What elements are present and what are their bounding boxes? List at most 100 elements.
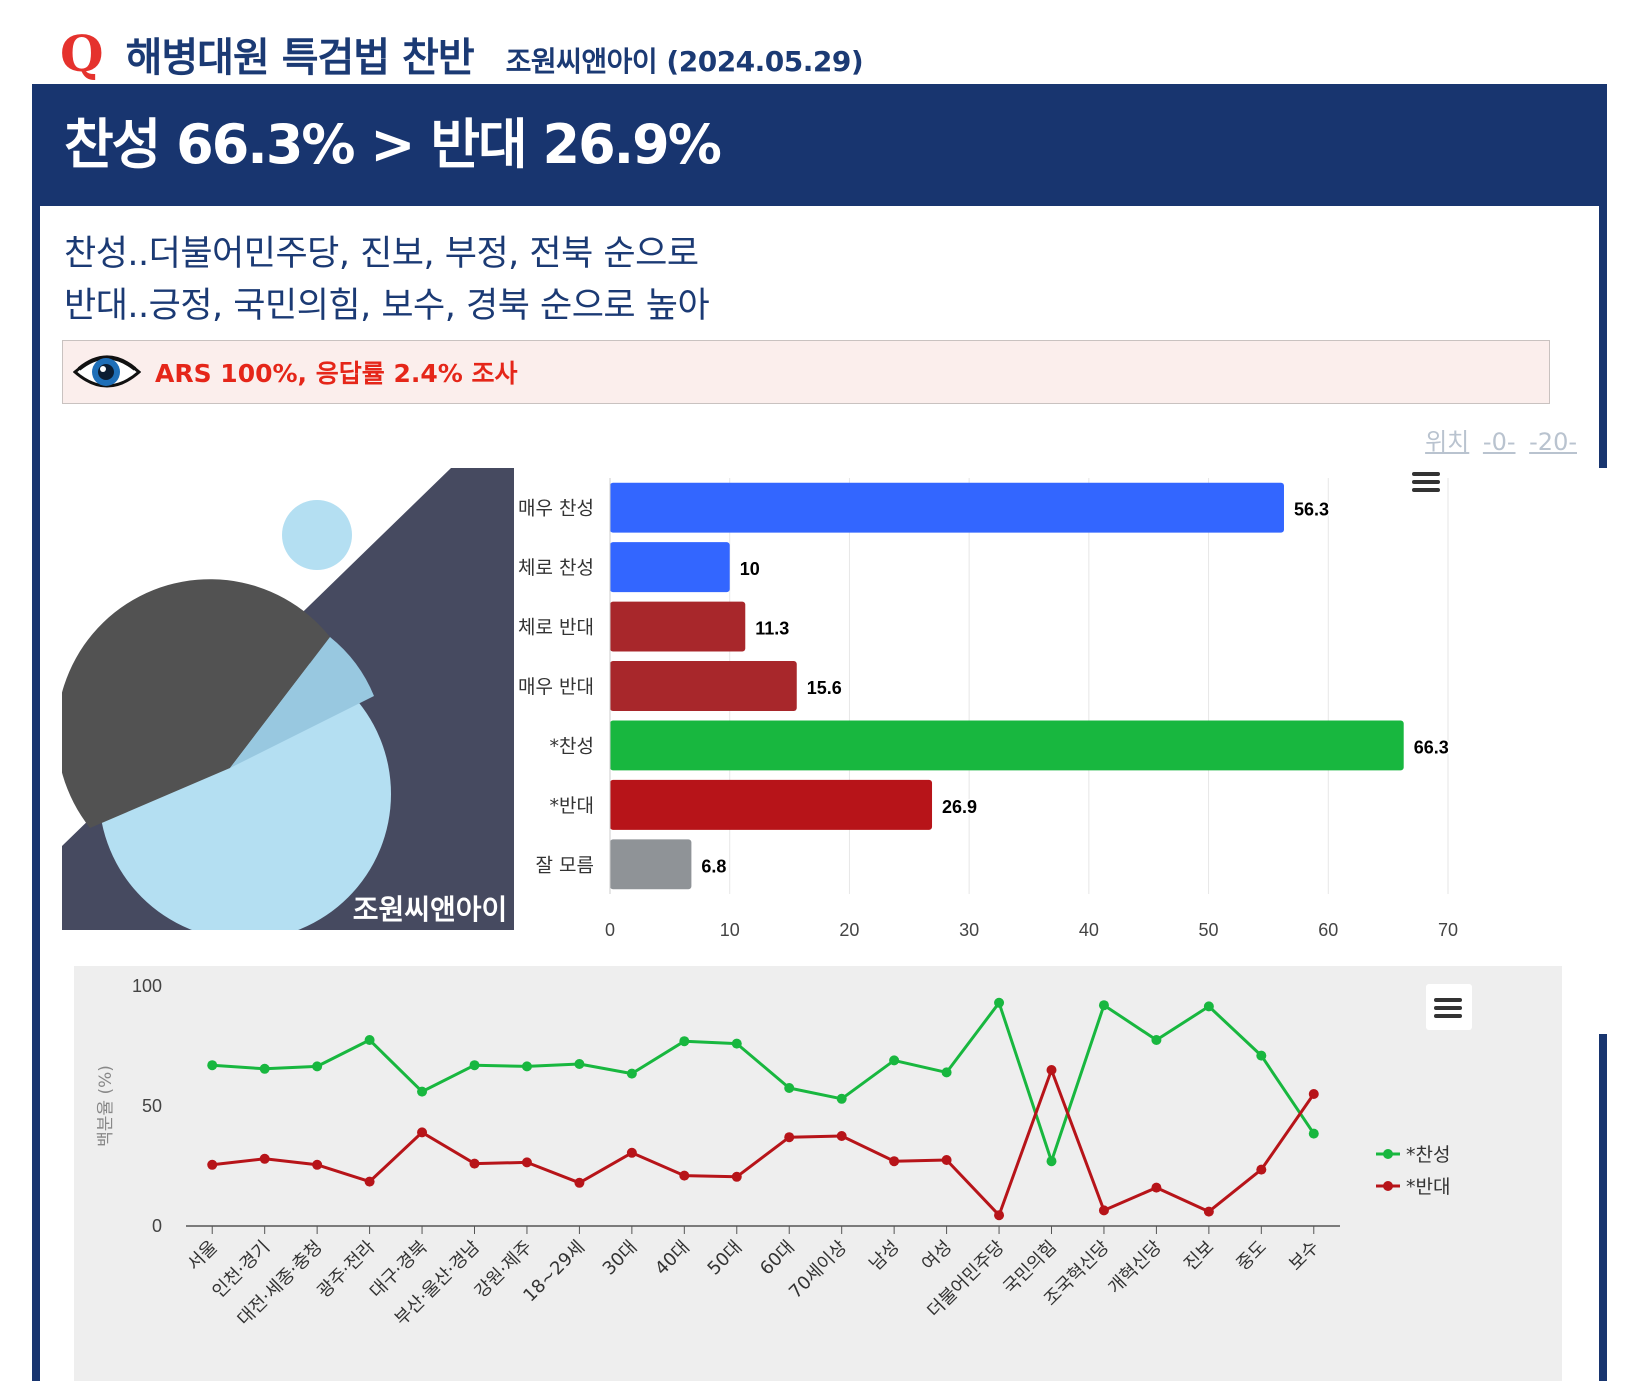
content-frame: 찬성 66.3% > 반대 26.9% 찬성..더불어민주당, 진보, 부정, …: [32, 84, 1608, 1381]
data-point[interactable]: [836, 1093, 847, 1104]
data-point[interactable]: [731, 1038, 742, 1049]
eye-icon: [73, 355, 141, 388]
data-point[interactable]: [259, 1063, 270, 1074]
x-tick-label: 30: [959, 920, 979, 940]
data-point[interactable]: [574, 1059, 585, 1069]
data-point[interactable]: [784, 1132, 795, 1143]
bar-5[interactable]: [610, 779, 933, 830]
data-point[interactable]: [836, 1131, 847, 1141]
data-point[interactable]: [207, 1060, 218, 1071]
position-link-20[interactable]: -20-: [1529, 428, 1577, 456]
category-label: 대체로 찬성: [518, 557, 594, 579]
data-point[interactable]: [417, 1127, 428, 1138]
category-label: *반대: [550, 795, 594, 817]
data-point[interactable]: [889, 1156, 900, 1167]
category-label: 매우 반대: [518, 676, 594, 698]
menu-icon-line[interactable]: [1412, 472, 1440, 476]
data-label: 15.6: [807, 678, 842, 698]
menu-icon-line[interactable]: [1434, 1014, 1462, 1018]
data-point[interactable]: [259, 1153, 270, 1164]
x-tick-label: 50: [1199, 920, 1219, 940]
data-point[interactable]: [784, 1083, 795, 1093]
summary-line: 찬성..더불어민주당, 진보, 부정, 전북 순으로: [64, 234, 699, 274]
data-point[interactable]: [731, 1171, 742, 1182]
menu-icon-line[interactable]: [1412, 480, 1440, 484]
menu-icon-line[interactable]: [1434, 1006, 1462, 1010]
position-label[interactable]: 위치: [1425, 428, 1470, 456]
survey-source: 조원씨앤아이 (2024.05.29): [505, 45, 864, 78]
question-title-row: Q 해병대원 특검법 찬반 조원씨앤아이 (2024.05.29): [60, 24, 864, 84]
data-point[interactable]: [312, 1061, 323, 1072]
data-point[interactable]: [574, 1177, 585, 1188]
bar-1[interactable]: [610, 542, 730, 593]
category-label: 대체로 반대: [518, 617, 594, 639]
data-point[interactable]: [469, 1158, 480, 1169]
question-mark-icon: Q: [60, 24, 104, 83]
data-point[interactable]: [1151, 1182, 1162, 1193]
x-tick-label: 0: [605, 920, 615, 940]
data-point[interactable]: [521, 1061, 532, 1072]
data-point[interactable]: [679, 1170, 690, 1181]
line-chart-background: [74, 966, 1562, 1381]
data-point[interactable]: [1098, 1000, 1109, 1011]
question-title: 해병대원 특검법 찬반: [125, 35, 475, 81]
bar-3[interactable]: [610, 661, 797, 711]
bar-4[interactable]: [610, 720, 1404, 771]
data-point[interactable]: [364, 1176, 375, 1187]
data-point[interactable]: [207, 1159, 218, 1170]
legend-label[interactable]: *찬성: [1406, 1144, 1450, 1166]
data-point[interactable]: [312, 1159, 323, 1170]
bar-6[interactable]: [610, 839, 692, 890]
y-axis-title: 백분율 (%): [96, 1065, 116, 1147]
bar-0[interactable]: [610, 482, 1284, 533]
bar-2[interactable]: [610, 601, 746, 652]
hamburger-menu-icon[interactable]: [1426, 984, 1472, 1030]
position-links: 위치 -0- -20-: [1419, 422, 1577, 457]
legend-label[interactable]: *반대: [1406, 1176, 1450, 1198]
position-link-0[interactable]: -0-: [1482, 428, 1516, 456]
data-point[interactable]: [994, 997, 1005, 1008]
data-point[interactable]: [1308, 1089, 1319, 1099]
hamburger-menu-icon[interactable]: [1412, 472, 1440, 492]
logo-text: 조원씨앤아이: [353, 894, 508, 925]
data-point[interactable]: [941, 1067, 952, 1078]
y-tick-label: 100: [132, 976, 162, 996]
data-point[interactable]: [1203, 1001, 1214, 1012]
data-point[interactable]: [521, 1157, 532, 1168]
menu-icon-line[interactable]: [1434, 998, 1462, 1002]
summary-text: 찬성..더불어민주당, 진보, 부정, 전북 순으로 반대..긍정, 국민의힘,…: [64, 228, 710, 332]
data-point[interactable]: [1308, 1128, 1319, 1139]
series-line-0[interactable]: [212, 1001, 1316, 1163]
y-tick-label: 0: [152, 1216, 162, 1236]
data-point[interactable]: [1046, 1065, 1057, 1075]
data-label: 11.3: [755, 619, 789, 639]
data-point[interactable]: [679, 1036, 690, 1047]
data-label: 26.9: [942, 797, 977, 817]
data-point[interactable]: [889, 1055, 900, 1066]
data-point[interactable]: [1256, 1164, 1267, 1175]
data-point[interactable]: [941, 1155, 952, 1165]
data-point[interactable]: [1256, 1050, 1267, 1061]
data-point[interactable]: [364, 1035, 375, 1045]
survey-method-text: ARS 100%, 응답률 2.4% 조사: [155, 359, 518, 388]
y-tick-label: 50: [142, 1096, 162, 1116]
data-point[interactable]: [1151, 1035, 1162, 1045]
data-point[interactable]: [417, 1086, 428, 1097]
data-point[interactable]: [469, 1060, 480, 1071]
data-label: 10: [740, 559, 760, 579]
category-label: *찬성: [550, 735, 594, 757]
headline-banner: 찬성 66.3% > 반대 26.9%: [40, 84, 1599, 206]
company-logo: 조원씨앤아이: [62, 468, 514, 930]
data-point[interactable]: [1046, 1156, 1057, 1167]
data-point[interactable]: [1203, 1206, 1214, 1217]
data-point[interactable]: [626, 1068, 637, 1079]
survey-method-box: ARS 100%, 응답률 2.4% 조사: [62, 340, 1550, 404]
data-point[interactable]: [994, 1210, 1005, 1221]
series-line-1[interactable]: [212, 1068, 1316, 1217]
x-tick-label: 70: [1438, 920, 1458, 940]
menu-icon-line[interactable]: [1412, 488, 1440, 492]
data-point[interactable]: [626, 1147, 637, 1158]
summary-line: 반대..긍정, 국민의힘, 보수, 경북 순으로 높아: [64, 286, 710, 326]
data-point[interactable]: [1098, 1205, 1109, 1216]
